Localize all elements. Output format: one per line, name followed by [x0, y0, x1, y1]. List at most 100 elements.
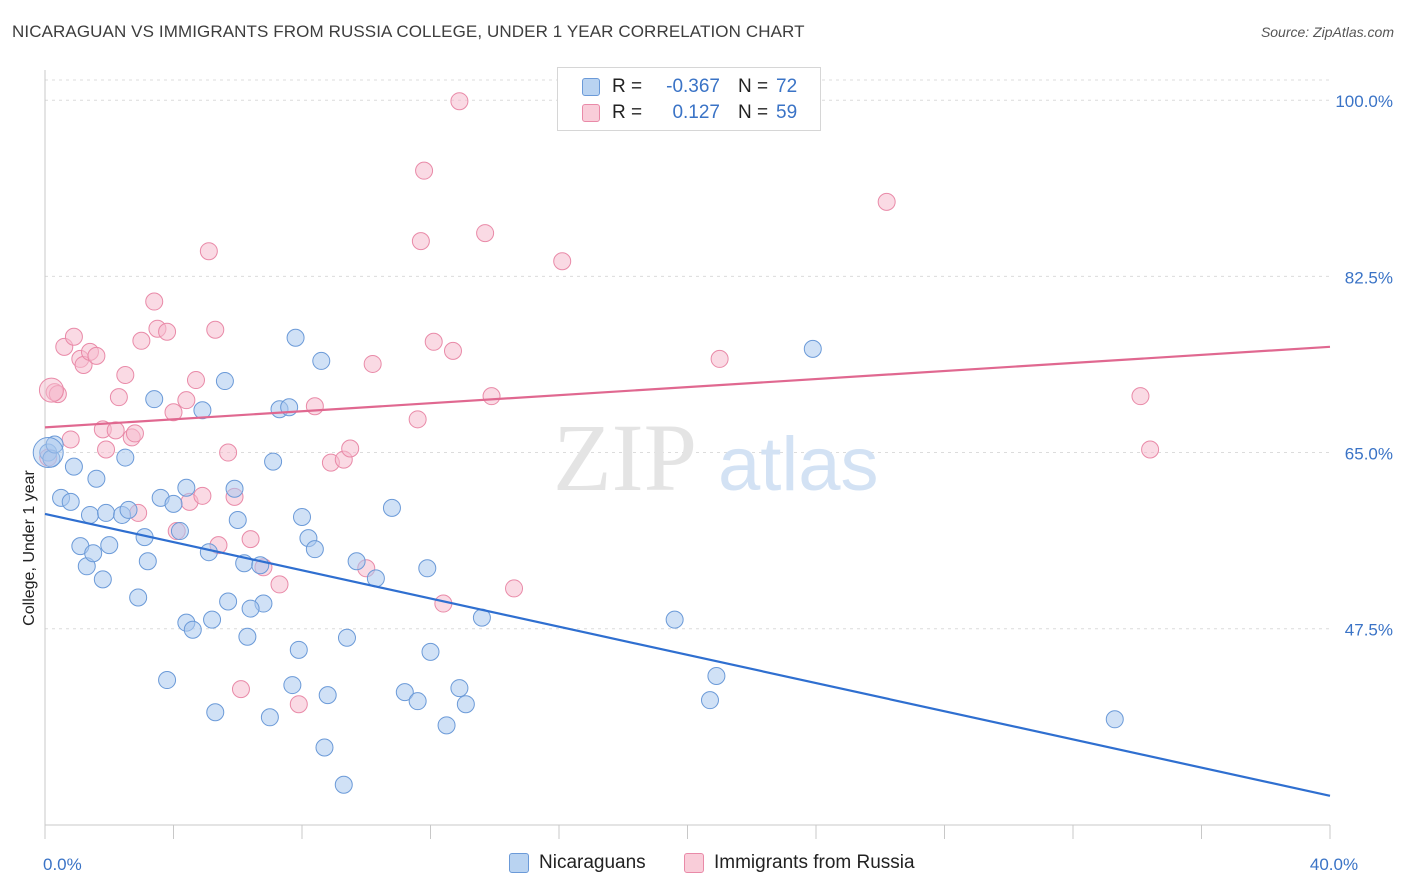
point-nicaraguans: [418, 559, 437, 578]
series-legend: Nicaraguans Immigrants from Russia: [0, 852, 1406, 878]
point-nicaraguans: [219, 592, 238, 611]
point-nicaraguans: [170, 522, 189, 541]
point-russia: [186, 371, 205, 390]
point-nicaraguans: [158, 671, 177, 690]
point-nicaraguans: [45, 435, 64, 454]
legend-r-label: R =: [612, 76, 643, 97]
y-tick-label: 65.0%: [1345, 445, 1393, 464]
legend-swatch-pink: [684, 853, 704, 873]
point-nicaraguans: [264, 452, 283, 471]
point-nicaraguans: [164, 494, 183, 513]
point-nicaraguans: [450, 679, 469, 698]
y-axis-label: College, Under 1 year: [21, 470, 38, 626]
point-nicaraguans: [1105, 710, 1124, 729]
point-russia: [97, 440, 116, 459]
point-nicaraguans: [283, 676, 302, 695]
point-nicaraguans: [665, 610, 684, 629]
point-russia: [64, 327, 83, 346]
source-label: Source: ZipAtlas.com: [1260, 24, 1394, 40]
series-russia-points: [38, 92, 1160, 714]
point-nicaraguans: [215, 372, 234, 391]
point-nicaraguans: [61, 492, 80, 511]
point-russia: [289, 695, 308, 714]
point-nicaraguans: [318, 686, 337, 705]
point-nicaraguans: [87, 469, 106, 488]
point-nicaraguans: [145, 390, 164, 409]
legend-item-russia[interactable]: Immigrants from Russia: [684, 852, 915, 874]
trend-line-russia: [44, 345, 1331, 429]
x-tick-labels: 0.0% 40.0%: [43, 855, 1358, 874]
legend-swatch-pink: [582, 104, 600, 122]
point-russia: [415, 161, 434, 180]
point-nicaraguans: [305, 540, 324, 559]
point-nicaraguans: [80, 505, 99, 524]
legend-label-nicaraguans: Nicaraguans: [539, 852, 646, 873]
y-tick-label: 47.5%: [1345, 621, 1393, 640]
point-nicaraguans: [193, 401, 212, 420]
point-nicaraguans: [700, 691, 719, 710]
point-nicaraguans: [286, 328, 305, 347]
point-nicaraguans: [312, 351, 331, 370]
point-russia: [305, 397, 324, 416]
point-nicaraguans: [241, 599, 260, 618]
chart-title: NICARAGUAN VS IMMIGRANTS FROM RUSSIA COL…: [12, 22, 805, 41]
point-russia: [145, 292, 164, 311]
legend-item-nicaraguans[interactable]: Nicaraguans: [509, 852, 646, 874]
legend-swatch-blue: [582, 78, 600, 96]
point-russia: [219, 443, 238, 462]
series-nicaraguans-points: [32, 328, 1124, 794]
point-nicaraguans: [203, 610, 222, 629]
y-tick-label: 100.0%: [1335, 92, 1393, 111]
point-russia: [106, 421, 125, 440]
x-tick-label: 40.0%: [1310, 855, 1358, 874]
legend-r-label: R =: [612, 102, 643, 123]
point-russia: [877, 192, 896, 211]
gridlines: [45, 79, 1330, 630]
point-nicaraguans: [183, 620, 202, 639]
legend-n-value: 72: [776, 76, 798, 97]
legend-swatch-blue: [509, 853, 529, 873]
point-nicaraguans: [84, 544, 103, 563]
point-nicaraguans: [803, 339, 822, 358]
point-nicaraguans: [119, 500, 138, 519]
point-russia: [710, 349, 729, 368]
point-nicaraguans: [334, 775, 353, 794]
point-nicaraguans: [100, 536, 119, 555]
trend-line-nicaraguans: [44, 512, 1331, 797]
point-russia: [177, 391, 196, 410]
point-russia: [424, 332, 443, 351]
point-nicaraguans: [64, 457, 83, 476]
point-russia: [158, 322, 177, 341]
point-russia: [199, 242, 218, 261]
point-russia: [109, 388, 128, 407]
point-nicaraguans: [129, 588, 148, 607]
point-russia: [132, 331, 151, 350]
point-nicaraguans: [228, 510, 247, 529]
legend-row-nicaraguans: R = -0.367 N = 72: [582, 75, 797, 99]
point-russia: [87, 346, 106, 365]
watermark-atlas: atlas: [718, 422, 879, 507]
legend-r-value: -0.367: [666, 76, 720, 97]
point-russia: [341, 439, 360, 458]
legend-label-russia: Immigrants from Russia: [714, 852, 915, 873]
point-nicaraguans: [315, 738, 334, 757]
point-russia: [476, 224, 495, 243]
point-russia: [553, 252, 572, 271]
point-nicaraguans: [437, 716, 456, 735]
point-nicaraguans: [421, 642, 440, 661]
point-russia: [61, 430, 80, 449]
point-nicaraguans: [177, 478, 196, 497]
point-nicaraguans: [395, 683, 414, 702]
point-russia: [241, 530, 260, 549]
point-nicaraguans: [138, 552, 157, 571]
point-russia-large: [38, 377, 64, 403]
point-russia: [505, 579, 524, 598]
point-nicaraguans: [408, 692, 427, 711]
point-russia: [125, 424, 144, 443]
point-russia: [1131, 387, 1150, 406]
point-russia: [411, 232, 430, 251]
point-russia: [270, 575, 289, 594]
point-nicaraguans-large: [32, 437, 64, 469]
point-nicaraguans: [382, 498, 401, 517]
